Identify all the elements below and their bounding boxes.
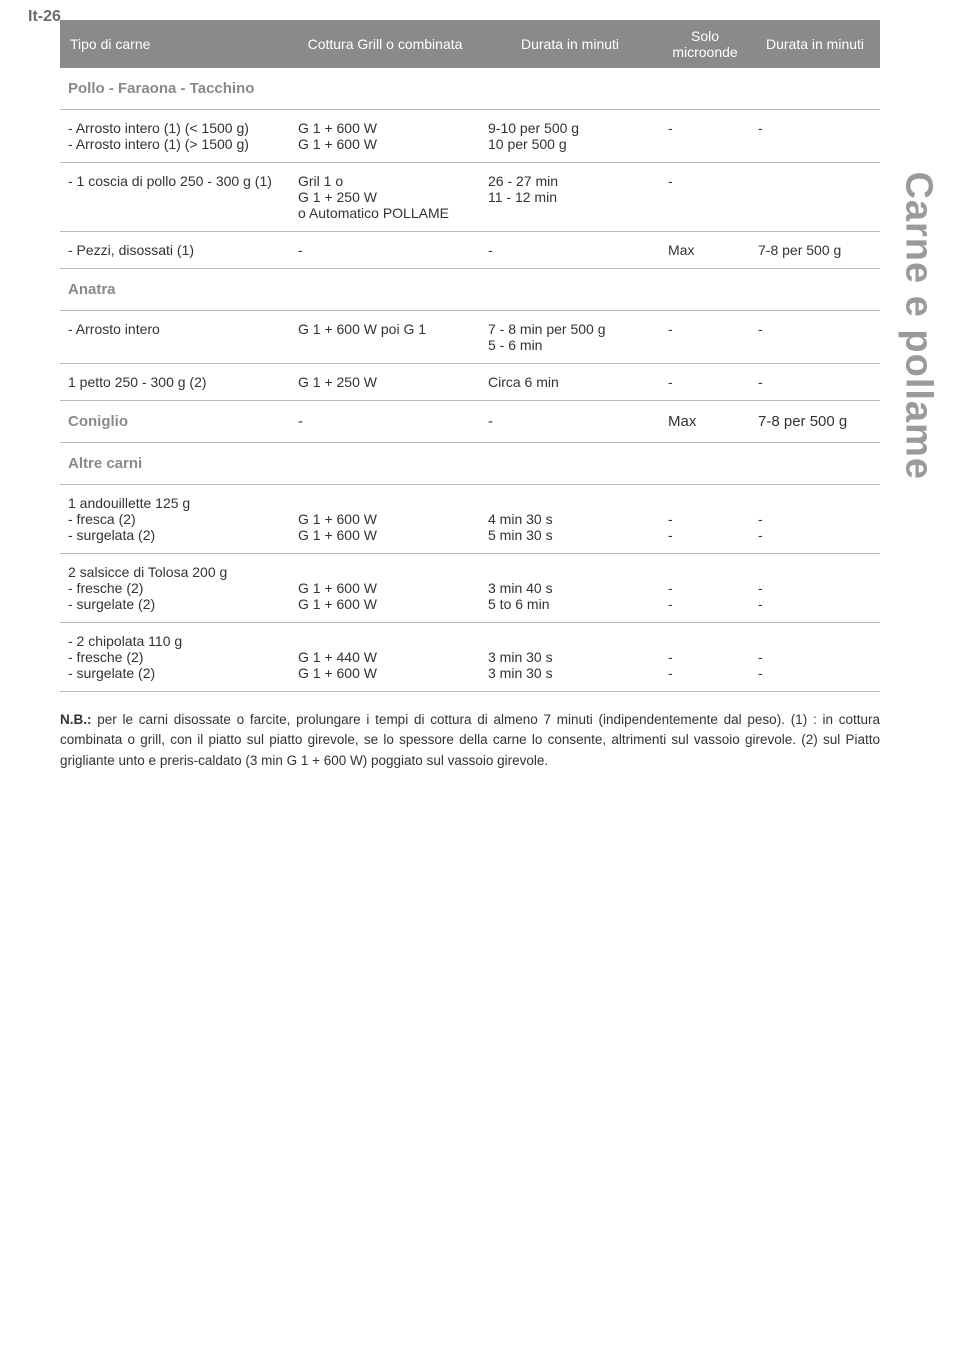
cell-text: - xyxy=(758,527,763,543)
cell-text: 7-8 per 500 g xyxy=(750,232,880,269)
cell-text: - xyxy=(660,110,750,163)
cell-text: - xyxy=(750,311,880,364)
cell-text: - Arrosto intero xyxy=(60,311,290,364)
cell-text: o Automatico POLLAME xyxy=(298,205,449,221)
cell-text: Gril 1 o xyxy=(298,173,343,189)
cell-text: - fresche (2) xyxy=(68,649,143,665)
table-row: 2 salsicce di Tolosa 200 g - fresche (2)… xyxy=(60,554,880,623)
cell-text: 7 - 8 min per 500 g xyxy=(488,321,606,337)
cell-text: - xyxy=(668,580,673,596)
table-row: 1 andouillette 125 g - fresca (2) - surg… xyxy=(60,485,880,554)
header-durata2: Durata in minuti xyxy=(750,20,880,68)
cell-text: - xyxy=(758,665,763,681)
cell-text: - xyxy=(660,163,750,232)
section-anatra-label: Anatra xyxy=(60,269,880,311)
cell-text: - xyxy=(660,311,750,364)
table-row: - 2 chipolata 110 g - fresche (2) - surg… xyxy=(60,623,880,692)
cell-text: - 2 chipolata 110 g xyxy=(68,633,182,649)
cell-text: - xyxy=(750,364,880,401)
section-coniglio-label: Coniglio xyxy=(60,401,290,443)
table-row: - 1 coscia di pollo 250 - 300 g (1) Gril… xyxy=(60,163,880,232)
cell-text: 1 petto 250 - 300 g (2) xyxy=(60,364,290,401)
cell-text: - xyxy=(480,232,660,269)
cell-text: 5 - 6 min xyxy=(488,337,542,353)
cell-text: - xyxy=(668,596,673,612)
cell-text: Max xyxy=(660,232,750,269)
cell-text xyxy=(750,163,880,232)
cell-text: - xyxy=(668,527,673,543)
section-altre-label: Altre carni xyxy=(60,443,880,485)
cooking-table: Tipo di carne Cottura Grill o combinata … xyxy=(60,20,880,692)
cell-text: 2 salsicce di Tolosa 200 g xyxy=(68,564,227,580)
cell-text: - surgelata (2) xyxy=(68,527,155,543)
cell-text: G 1 + 600 W xyxy=(298,511,377,527)
section-coniglio: Coniglio - - Max 7-8 per 500 g xyxy=(60,401,880,443)
cell-text: - xyxy=(668,649,673,665)
cell-text: G 1 + 250 W xyxy=(290,364,480,401)
cell-text: - xyxy=(290,232,480,269)
cell-text: G 1 + 600 W poi G 1 xyxy=(290,311,480,364)
cell-text: - xyxy=(668,665,673,681)
cell-text: 3 min 30 s xyxy=(488,665,553,681)
cell-text: Max xyxy=(660,401,750,443)
cell-text: - surgelate (2) xyxy=(68,665,155,681)
cell-text: - xyxy=(668,511,673,527)
cell-text: - xyxy=(480,401,660,443)
table-row: - Arrosto intero G 1 + 600 W poi G 1 7 -… xyxy=(60,311,880,364)
header-solo-l1: Solo xyxy=(691,28,719,44)
table-row: 1 petto 250 - 300 g (2) G 1 + 250 W Circ… xyxy=(60,364,880,401)
cell-text: G 1 + 600 W xyxy=(298,136,377,152)
cell-text: - xyxy=(758,580,763,596)
cell-text: 10 per 500 g xyxy=(488,136,567,152)
cell-text: 26 - 27 min xyxy=(488,173,558,189)
cell-text: Circa 6 min xyxy=(480,364,660,401)
cell-text: G 1 + 600 W xyxy=(298,120,377,136)
cell-text: 9-10 per 500 g xyxy=(488,120,579,136)
table-row: - Pezzi, disossati (1) - - Max 7-8 per 5… xyxy=(60,232,880,269)
cell-text: - 1 coscia di pollo 250 - 300 g (1) xyxy=(60,163,290,232)
section-altre: Altre carni xyxy=(60,443,880,485)
page-number: It-26 xyxy=(28,8,61,26)
cell-text: 7-8 per 500 g xyxy=(750,401,880,443)
cell-text: - xyxy=(660,364,750,401)
cell-text: - xyxy=(758,511,763,527)
cell-text: G 1 + 600 W xyxy=(298,580,377,596)
section-anatra: Anatra xyxy=(60,269,880,311)
header-cottura: Cottura Grill o combinata xyxy=(290,20,480,68)
cell-text: 3 min 30 s xyxy=(488,649,553,665)
cell-text: 5 min 30 s xyxy=(488,527,553,543)
side-heading: Carne e pollame xyxy=(897,171,940,480)
footnote-bold: N.B.: xyxy=(60,712,92,727)
cell-text: G 1 + 440 W xyxy=(298,649,377,665)
cell-text: - fresche (2) xyxy=(68,580,143,596)
header-durata1: Durata in minuti xyxy=(480,20,660,68)
cell-text: G 1 + 600 W xyxy=(298,596,377,612)
cell-text: - fresca (2) xyxy=(68,511,136,527)
cell-text: - xyxy=(750,110,880,163)
section-pollo: Pollo - Faraona - Tacchino xyxy=(60,68,880,110)
cell-text: G 1 + 250 W xyxy=(298,189,377,205)
cell-text: 3 min 40 s xyxy=(488,580,553,596)
cell-text: G 1 + 600 W xyxy=(298,665,377,681)
section-pollo-label: Pollo - Faraona - Tacchino xyxy=(60,68,880,110)
footnote: N.B.: per le carni disossate o farcite, … xyxy=(60,710,880,771)
cell-text: - Arrosto intero (1) (< 1500 g) xyxy=(68,120,249,136)
header-solo: Solo microonde xyxy=(660,20,750,68)
cell-text: - Arrosto intero (1) (> 1500 g) xyxy=(68,136,249,152)
footnote-text: per le carni disossate o farcite, prolun… xyxy=(60,712,880,768)
cell-text: - Pezzi, disossati (1) xyxy=(60,232,290,269)
cell-text: G 1 + 600 W xyxy=(298,527,377,543)
cell-text: 5 to 6 min xyxy=(488,596,549,612)
cell-text: 11 - 12 min xyxy=(488,189,557,205)
cell-text: - xyxy=(758,596,763,612)
header-tipo: Tipo di carne xyxy=(60,20,290,68)
cell-text: 4 min 30 s xyxy=(488,511,553,527)
cell-text: - surgelate (2) xyxy=(68,596,155,612)
header-solo-l2: microonde xyxy=(672,44,737,60)
cell-text: - xyxy=(290,401,480,443)
cell-text: 1 andouillette 125 g xyxy=(68,495,190,511)
cell-text: - xyxy=(758,649,763,665)
table-row: - Arrosto intero (1) (< 1500 g) - Arrost… xyxy=(60,110,880,163)
